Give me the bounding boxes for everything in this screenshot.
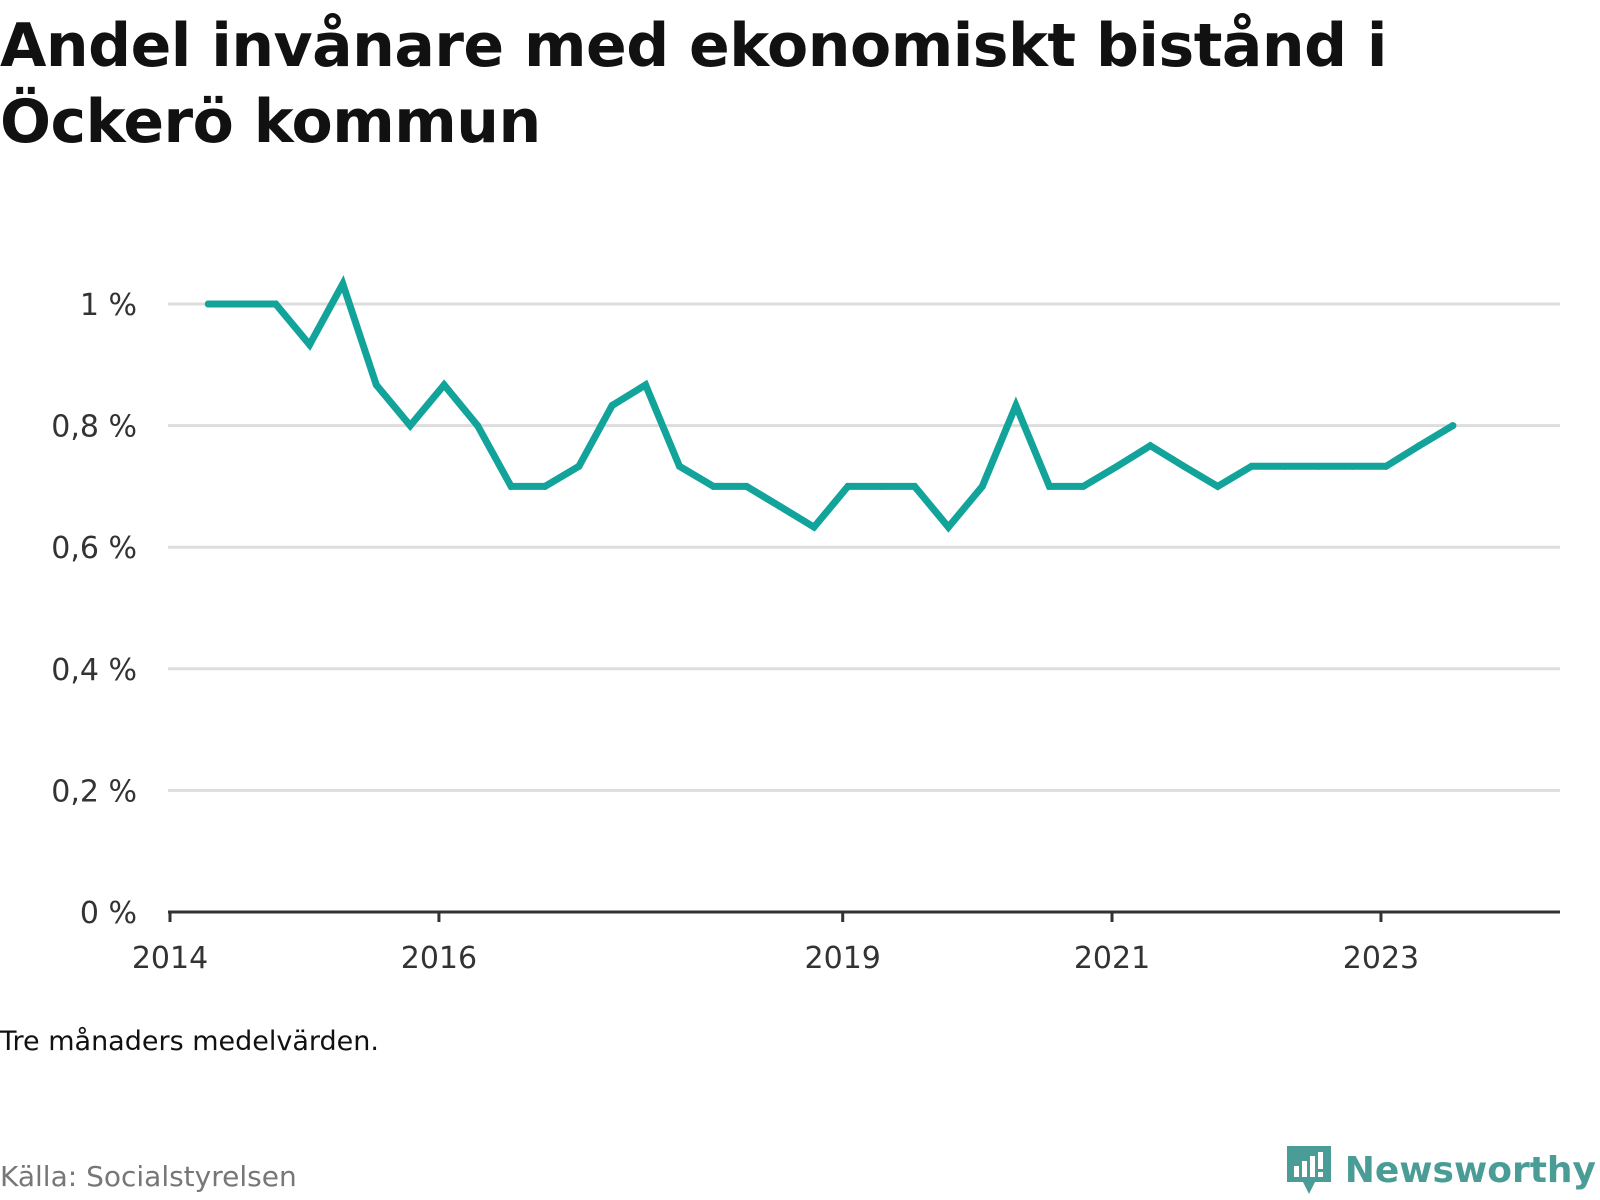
chart-note: Tre månaders medelvärden. bbox=[0, 1026, 379, 1057]
data-point bbox=[1214, 482, 1222, 490]
data-point bbox=[1146, 442, 1154, 450]
source-credit: Källa: Socialstyrelsen bbox=[0, 1160, 297, 1193]
gridlines bbox=[168, 302, 1560, 792]
data-point bbox=[1449, 422, 1457, 430]
data-point bbox=[1382, 462, 1390, 470]
data-point bbox=[238, 300, 246, 308]
y-tick-label: 1 % bbox=[80, 288, 137, 323]
data-point bbox=[978, 482, 986, 490]
data-point bbox=[676, 462, 684, 470]
x-tick-label: 2016 bbox=[401, 941, 477, 976]
line-chart: 0 %0,2 %0,4 %0,6 %0,8 %1 % 2014 2016 2019 2… bbox=[51, 275, 1560, 976]
data-point bbox=[810, 523, 818, 531]
chart-title: Andel invånare med ekonomiskt bistånd i … bbox=[0, 11, 1387, 157]
x-tick-label: 2014 bbox=[132, 941, 208, 976]
data-point bbox=[507, 482, 515, 490]
y-tick-label: 0,2 % bbox=[51, 774, 137, 809]
series-line bbox=[204, 275, 1457, 533]
newsworthy-bar-chart-logo-icon bbox=[1286, 1146, 1331, 1194]
x-tick-label: 2019 bbox=[805, 941, 881, 976]
data-point bbox=[743, 482, 751, 490]
y-tick-label: 0,4 % bbox=[51, 653, 137, 688]
data-point bbox=[877, 482, 885, 490]
data-point bbox=[642, 381, 650, 389]
y-tick-label: 0,6 % bbox=[51, 531, 137, 566]
x-tick-label: 2021 bbox=[1074, 941, 1150, 976]
data-point bbox=[1281, 462, 1289, 470]
data-point bbox=[306, 341, 314, 349]
data-point bbox=[440, 381, 448, 389]
y-axis-labels: 0 % 0,2 % 0,4 % 0,6 % 0,8 % 1 % bbox=[51, 288, 137, 931]
data-point bbox=[1180, 462, 1188, 470]
data-point bbox=[1248, 462, 1256, 470]
data-point bbox=[911, 482, 919, 490]
data-point bbox=[1348, 462, 1356, 470]
data-point bbox=[1012, 402, 1020, 410]
data-point bbox=[944, 523, 952, 531]
x-axis: 2014 2016 2019 2021 2023 bbox=[132, 910, 1560, 976]
series-layer bbox=[204, 275, 1457, 533]
data-point bbox=[1314, 462, 1322, 470]
data-point bbox=[1415, 442, 1423, 450]
data-point bbox=[372, 381, 380, 389]
x-tick-label: 2023 bbox=[1343, 941, 1419, 976]
y-tick-label: 0 % bbox=[80, 896, 137, 931]
data-point bbox=[406, 422, 414, 430]
data-point bbox=[575, 462, 583, 470]
data-point bbox=[844, 482, 852, 490]
data-point bbox=[204, 300, 212, 308]
data-point bbox=[1113, 462, 1121, 470]
data-point bbox=[1079, 482, 1087, 490]
data-point bbox=[776, 502, 784, 510]
brand-name: Newsworthy bbox=[1344, 1149, 1596, 1191]
brand-logo[interactable]: Newsworthy bbox=[1285, 1144, 1596, 1196]
data-point bbox=[541, 482, 549, 490]
data-point bbox=[339, 280, 347, 288]
data-point bbox=[1045, 482, 1053, 490]
data-point bbox=[608, 402, 616, 410]
y-tick-label: 0,8 % bbox=[51, 410, 137, 445]
data-point bbox=[272, 300, 280, 308]
data-point bbox=[474, 422, 482, 430]
data-point bbox=[709, 482, 717, 490]
